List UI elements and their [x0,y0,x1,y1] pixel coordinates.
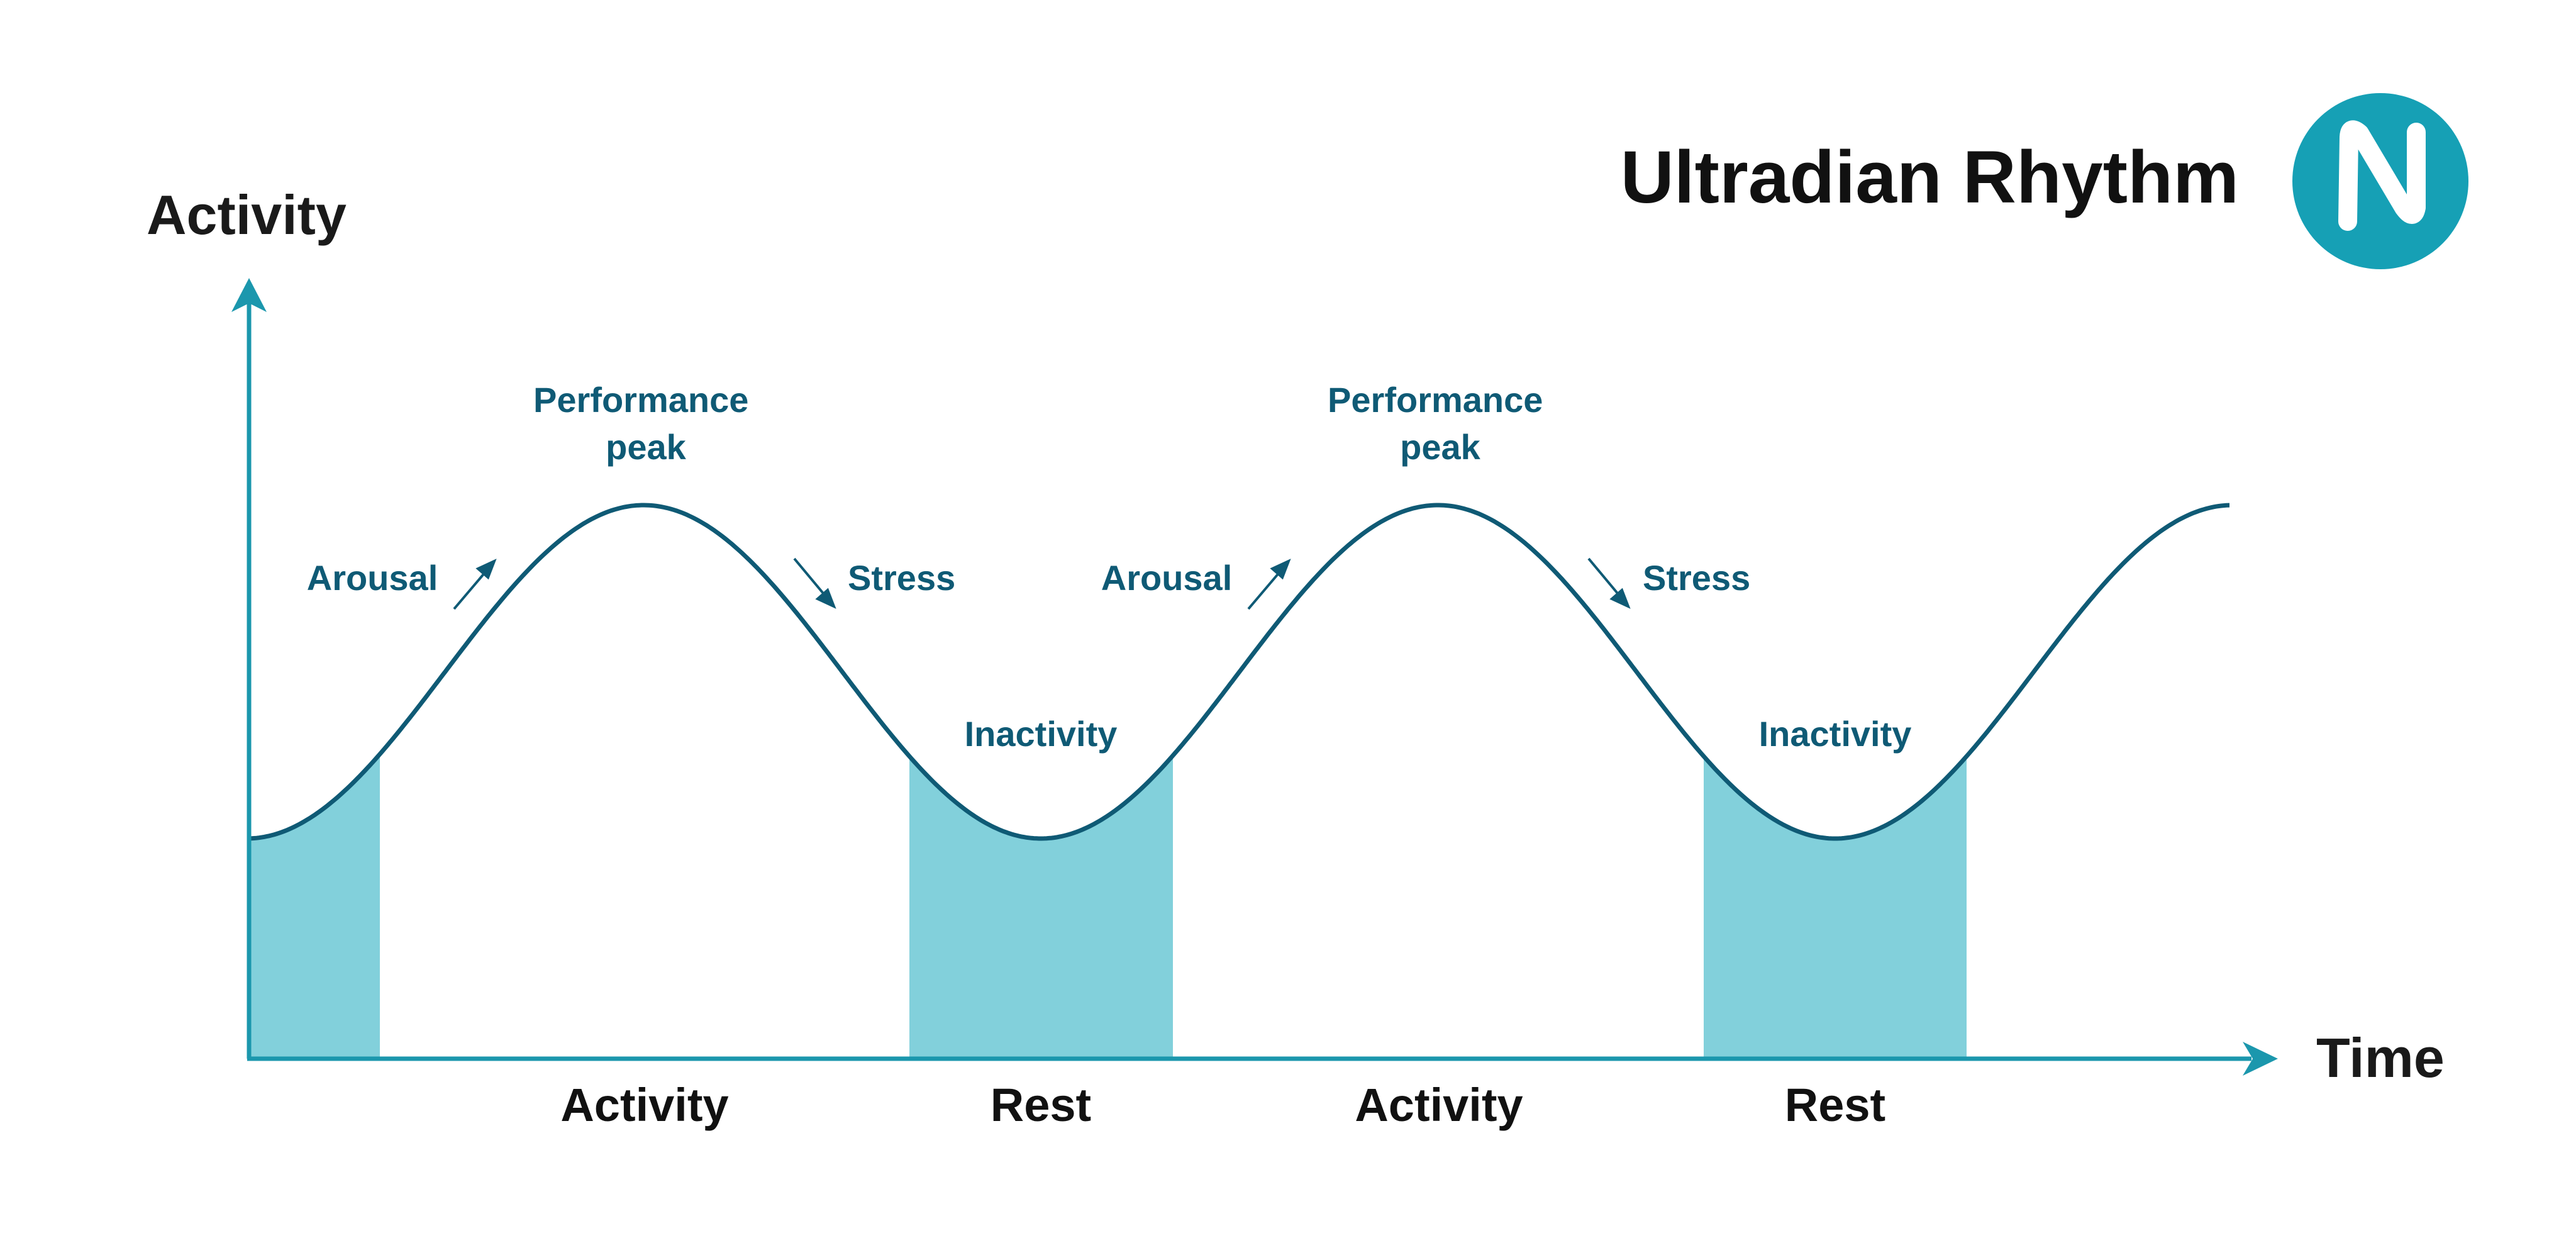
rest-shade-region-2 [909,756,1173,1059]
peak-label-1-line1: Performance [533,380,748,420]
y-axis-label: Activity [147,184,347,246]
y-axis-arrowhead-icon [231,278,267,312]
arousal-label-1: Arousal [307,558,438,598]
inactivity-label-2: Inactivity [1759,714,1912,754]
logo-n-icon [2292,93,2468,269]
rhythm-curve [248,503,2229,841]
arrow-up-right-icon [1247,559,1291,610]
arrow-down-right-icon [1587,557,1631,609]
stress-label-1: Stress [848,558,955,598]
phase-label-activity-1: Activity [560,1079,728,1131]
phase-label-activity-2: Activity [1355,1079,1523,1131]
peak-label-2-line1: Performance [1328,380,1543,420]
arrow-up-right-icon [453,559,497,610]
rest-shade-region-3 [1704,756,1967,1059]
rest-shade-region-1 [249,754,380,1059]
x-axis-arrowhead-icon [2243,1042,2278,1076]
phase-label-rest-1: Rest [991,1079,1091,1131]
arousal-label-2: Arousal [1101,558,1233,598]
diagram-title: Ultradian Rhythm [1621,136,2239,219]
stress-label-2: Stress [1643,558,1750,598]
phase-label-rest-2: Rest [1785,1079,1885,1131]
inactivity-label-1: Inactivity [965,714,1118,754]
peak-label-1-line2: peak [606,427,686,467]
rest-shaded-regions [249,754,1967,1059]
peak-label-2: Performance peak [1328,380,1553,467]
axes [231,278,2278,1076]
x-axis-label: Time [2316,1027,2445,1089]
arrow-down-right-icon [793,557,836,609]
peak-label-2-line2: peak [1400,427,1480,467]
peak-label-1: Performance peak [533,380,758,467]
